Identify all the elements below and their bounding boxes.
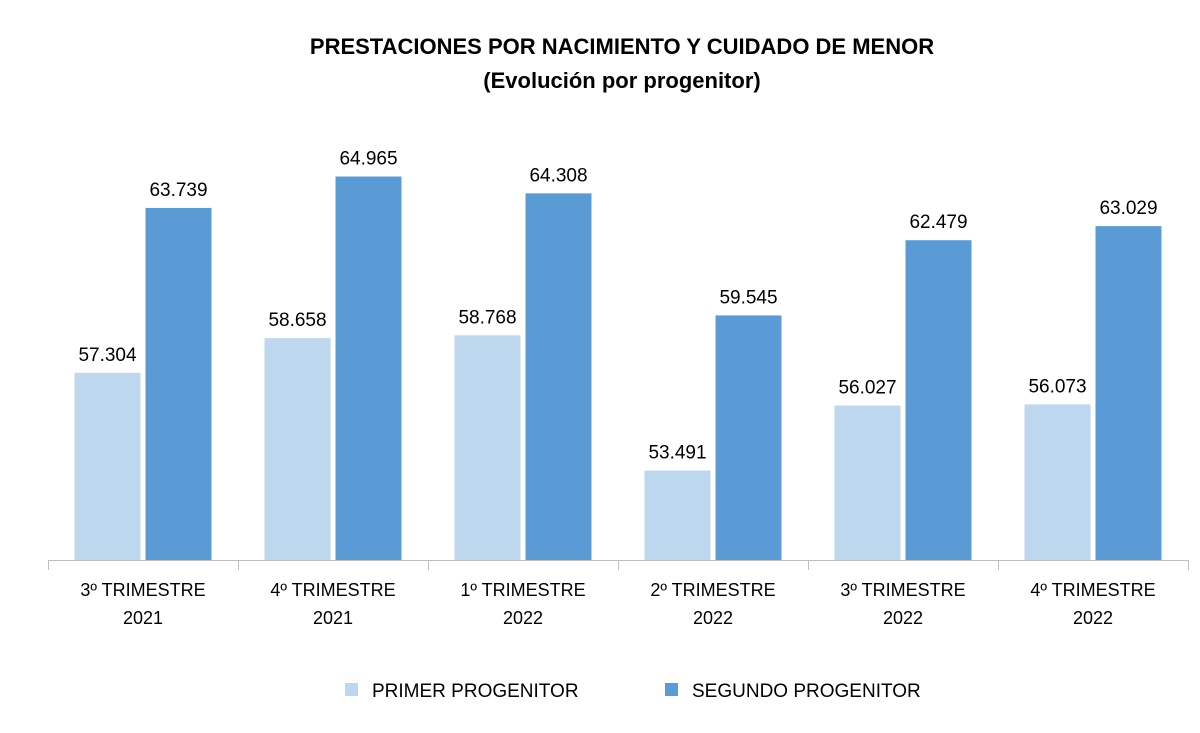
legend: PRIMER PROGENITOR SEGUNDO PROGENITOR bbox=[345, 681, 921, 702]
data-label: 62.479 bbox=[909, 212, 967, 233]
x-tick-label: 2021 bbox=[313, 608, 353, 628]
x-tick-label: 2022 bbox=[1073, 608, 1113, 628]
bar-segundo-progenitor bbox=[145, 207, 212, 561]
bar-segundo-progenitor bbox=[905, 240, 972, 560]
x-tick-label: 2022 bbox=[503, 608, 543, 628]
chart-subtitle: (Evolución por progenitor) bbox=[483, 68, 760, 93]
legend-label: SEGUNDO PROGENITOR bbox=[692, 681, 921, 702]
data-label: 64.308 bbox=[529, 165, 587, 186]
data-label: 58.768 bbox=[458, 307, 516, 328]
chart-title: PRESTACIONES POR NACIMIENTO Y CUIDADO DE… bbox=[310, 34, 934, 59]
bar-primer-progenitor bbox=[74, 372, 141, 560]
bar-primer-progenitor bbox=[1024, 404, 1091, 560]
legend-swatch bbox=[345, 683, 358, 696]
bar-segundo-progenitor bbox=[1095, 226, 1162, 560]
x-tick-label: 3º TRIMESTRE bbox=[80, 580, 205, 600]
x-tick-label: 4º TRIMESTRE bbox=[270, 580, 395, 600]
data-label: 58.658 bbox=[268, 310, 326, 331]
bar-segundo-progenitor bbox=[335, 176, 402, 560]
x-tick-label: 2º TRIMESTRE bbox=[650, 580, 775, 600]
legend-swatch bbox=[665, 683, 678, 696]
x-tick-label: 2022 bbox=[693, 608, 733, 628]
bar-primer-progenitor bbox=[264, 338, 331, 560]
data-label: 56.073 bbox=[1028, 376, 1086, 397]
x-tick-label: 2021 bbox=[123, 608, 163, 628]
data-label: 64.965 bbox=[339, 149, 397, 170]
x-tick-label: 4º TRIMESTRE bbox=[1030, 580, 1155, 600]
x-tick-label: 2022 bbox=[883, 608, 923, 628]
data-label: 63.029 bbox=[1099, 198, 1157, 219]
bar-segundo-progenitor bbox=[525, 193, 592, 561]
bar-primer-progenitor bbox=[644, 470, 711, 560]
data-label: 53.491 bbox=[648, 443, 706, 464]
data-label: 63.739 bbox=[149, 180, 207, 201]
x-tick-label: 3º TRIMESTRE bbox=[840, 580, 965, 600]
bar-primer-progenitor bbox=[834, 405, 901, 560]
bar-primer-progenitor bbox=[454, 335, 521, 560]
legend-label: PRIMER PROGENITOR bbox=[372, 681, 579, 702]
data-label: 57.304 bbox=[78, 345, 137, 366]
x-tick-label: 1º TRIMESTRE bbox=[460, 580, 585, 600]
data-label: 56.027 bbox=[838, 378, 896, 399]
bar-segundo-progenitor bbox=[715, 315, 782, 560]
data-label: 59.545 bbox=[719, 287, 777, 308]
